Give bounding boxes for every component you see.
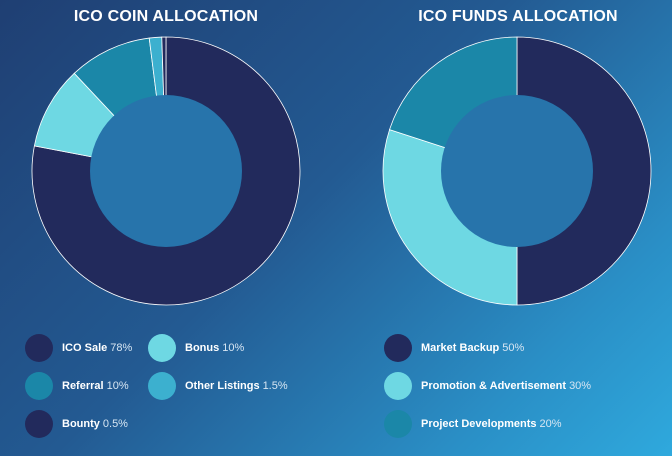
funds-allocation-donut <box>382 36 652 306</box>
legend-text: Bounty 0.5% <box>62 418 128 430</box>
legend-text: ICO Sale 78% <box>62 342 132 354</box>
legend-text: Other Listings 1.5% <box>185 380 288 392</box>
legend-swatch <box>384 334 412 362</box>
legend-item-other-listings: Other Listings 1.5% <box>148 371 288 401</box>
legend-text: Promotion & Advertisement 30% <box>421 380 591 392</box>
legend-swatch <box>384 410 412 438</box>
legend-label: ICO Sale <box>62 342 108 354</box>
legend-label: Referral <box>62 380 104 392</box>
legend-swatch <box>148 372 176 400</box>
legend-value: 30% <box>569 380 592 392</box>
chart-title: ICO COIN ALLOCATION <box>73 8 259 25</box>
legend-label: Project Developments <box>421 418 537 430</box>
legend-label: Bounty <box>62 418 100 430</box>
legend-value: 50% <box>502 342 525 354</box>
legend-value: 0.5% <box>102 418 128 430</box>
legend-label: Bonus <box>185 342 220 354</box>
legend-item-project-developments: Project Developments 20% <box>384 409 562 439</box>
legend-item-referral: Referral 10% <box>25 371 129 401</box>
donut-hole <box>441 95 593 247</box>
legend-item-market-backup: Market Backup 50% <box>384 333 524 363</box>
legend-value: 10% <box>106 380 129 392</box>
coin-allocation-donut <box>31 36 301 306</box>
coin-allocation-panel: ICO COIN ALLOCATION ICO Sale 78% Bonus 10% R… <box>0 8 336 456</box>
legend-swatch <box>148 334 176 362</box>
legend-value: 78% <box>110 342 133 354</box>
legend-text: Referral 10% <box>62 380 129 392</box>
legend-swatch <box>25 372 53 400</box>
legend-value: 10% <box>222 342 245 354</box>
legend-swatch <box>25 334 53 362</box>
legend-item-bounty: Bounty 0.5% <box>25 409 128 439</box>
donut-hole <box>90 95 242 247</box>
legend-swatch <box>25 410 53 438</box>
legend-value: 20% <box>539 418 562 430</box>
funds-allocation-legend: Market Backup 50% Promotion & Advertisemen… <box>336 330 672 456</box>
legend-label: Other Listings <box>185 380 260 392</box>
funds-allocation-panel: ICO FUNDS ALLOCATION Market Backup 50% Pro… <box>336 0 672 456</box>
legend-text: Bonus 10% <box>185 342 244 354</box>
legend-text: Project Developments 20% <box>421 418 562 430</box>
legend-value: 1.5% <box>262 380 288 392</box>
legend-label: Promotion & Advertisement <box>421 380 567 392</box>
coin-allocation-legend: ICO Sale 78% Bonus 10% Referral 10% Other List… <box>0 330 336 456</box>
legend-item-bonus: Bonus 10% <box>148 333 244 363</box>
legend-swatch <box>384 372 412 400</box>
legend-label: Market Backup <box>421 342 500 354</box>
legend-item-ico-sale: ICO Sale 78% <box>25 333 132 363</box>
legend-item-promotion-and-advertisement: Promotion & Advertisement 30% <box>384 371 591 401</box>
chart-title: ICO FUNDS ALLOCATION <box>418 8 618 25</box>
legend-text: Market Backup 50% <box>421 342 524 354</box>
